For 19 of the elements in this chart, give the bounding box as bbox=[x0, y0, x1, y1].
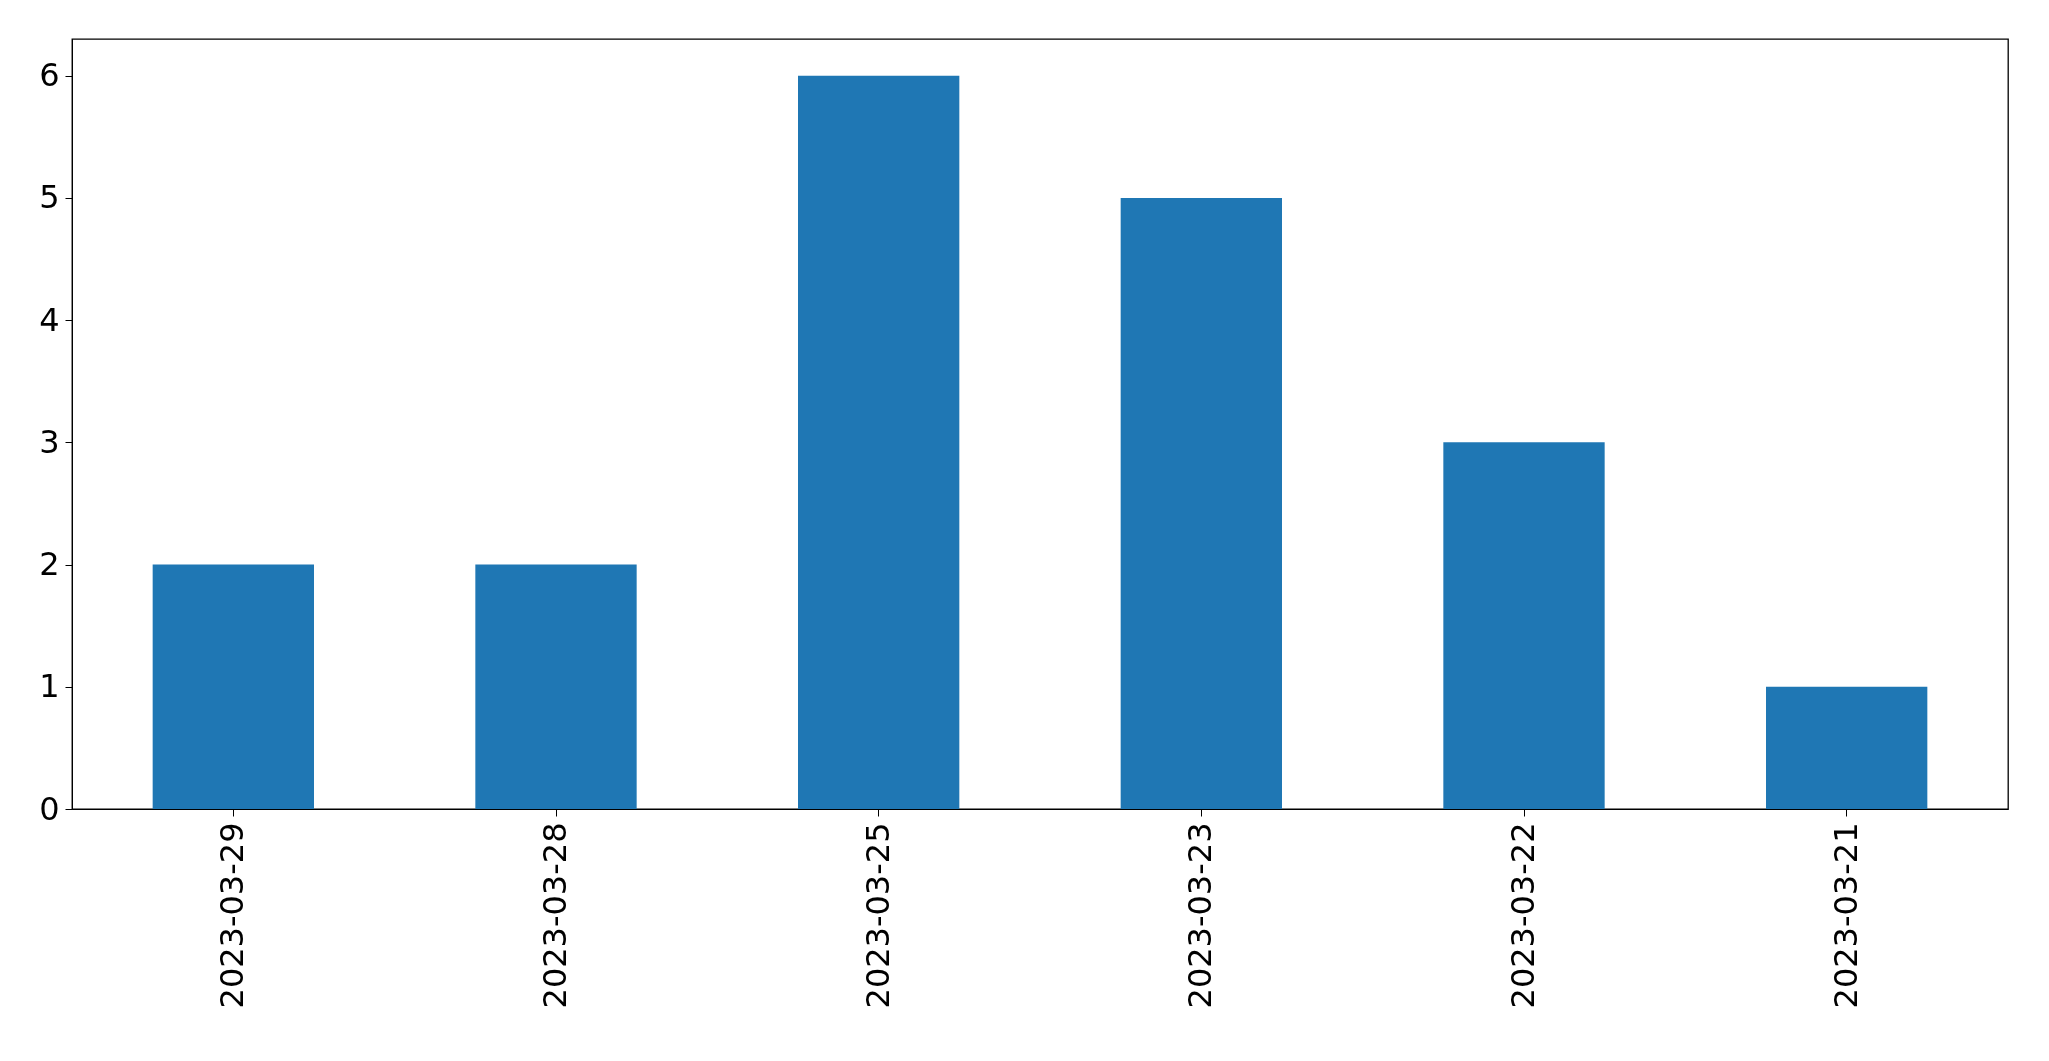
x-tick-label: 2023-03-28 bbox=[536, 822, 574, 1009]
bar bbox=[798, 75, 960, 809]
bar bbox=[152, 564, 314, 809]
x-tick-label: 2023-03-22 bbox=[1504, 822, 1542, 1009]
y-tick-label: 1 bbox=[39, 667, 60, 706]
bar bbox=[475, 564, 637, 809]
bar bbox=[1120, 197, 1282, 809]
x-tick-label: 2023-03-21 bbox=[1826, 822, 1865, 1009]
y-tick-label: 3 bbox=[39, 422, 60, 461]
y-tick-label: 2 bbox=[39, 545, 60, 584]
bar bbox=[1766, 686, 1928, 809]
x-tick-label: 2023-03-23 bbox=[1181, 822, 1220, 1009]
y-tick-label: 4 bbox=[39, 300, 60, 339]
bar bbox=[1443, 442, 1605, 809]
x-tick-label: 2023-03-25 bbox=[858, 822, 897, 1009]
y-tick-label: 0 bbox=[39, 789, 60, 828]
y-tick-label: 6 bbox=[39, 56, 60, 95]
x-tick-label: 2023-03-29 bbox=[213, 822, 252, 1009]
y-tick-label: 5 bbox=[39, 178, 60, 217]
